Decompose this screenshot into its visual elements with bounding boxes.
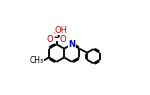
Text: OH: OH xyxy=(55,26,68,35)
Text: O: O xyxy=(60,35,66,44)
Text: N: N xyxy=(68,40,75,49)
Text: S: S xyxy=(53,31,60,40)
Text: CH₃: CH₃ xyxy=(29,56,43,65)
Text: O: O xyxy=(47,35,53,44)
